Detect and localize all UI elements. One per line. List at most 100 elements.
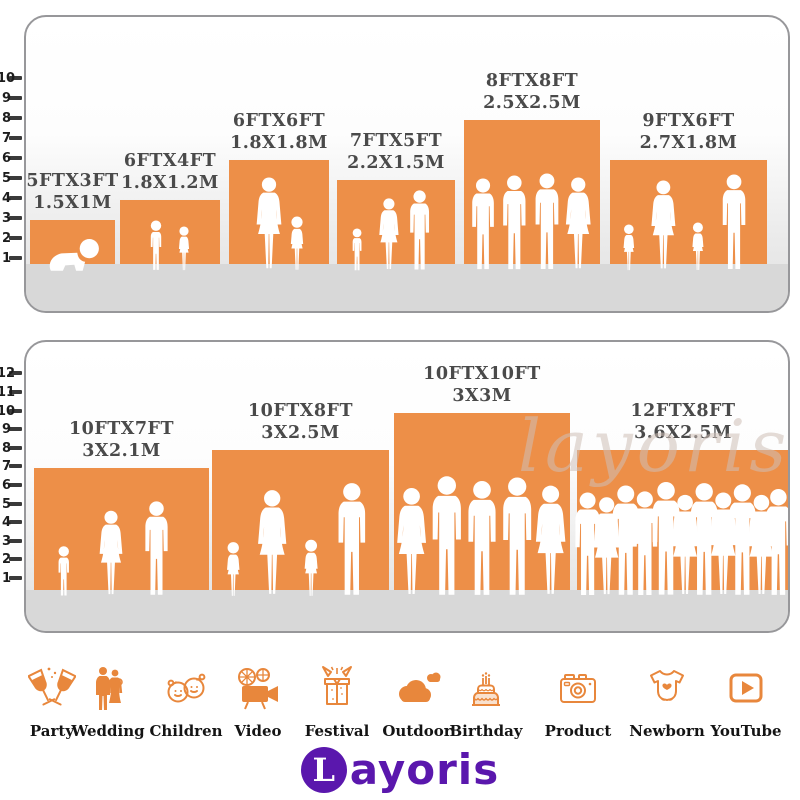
category-label: YouTube <box>710 722 782 740</box>
category-label: Outdoor <box>382 722 452 740</box>
backdrop-size-label: 10FTX10FT 3X3M <box>407 363 557 407</box>
ruler-number: 11 <box>0 385 16 400</box>
festival-icon <box>313 664 361 712</box>
children-icon <box>162 664 210 712</box>
ruler-tick <box>9 236 22 240</box>
ruler-tick <box>9 176 22 180</box>
ruler-number: 9 <box>1 422 11 438</box>
ruler-tick <box>9 408 22 413</box>
ruler-number: 1 <box>1 571 11 586</box>
small-backdrops-panel: 5FTX3FT 1.5X1M 6FTX4FT 1.8X1.2M 6FTX6FT 1.8X1… <box>0 15 790 313</box>
backdrop-size-label: 6FTX4FT 1.8X1.2M <box>95 150 245 194</box>
size-in-feet: 6FTX4FT <box>123 151 217 171</box>
four-adults-silhouette <box>472 173 591 270</box>
medium-backdrops-panel: 10FTX7FT 3X2.1M 10FTX8FT 3X2.5M 10FTX10FT 3X3… <box>0 340 790 633</box>
ruler-number: 4 <box>1 191 11 206</box>
ruler-tick <box>9 445 22 450</box>
category-label: Video <box>234 722 282 740</box>
studio-floor <box>26 264 788 311</box>
backdrop-size-label: 8FTX8FT 2.5X2.5M <box>457 70 607 114</box>
size-in-feet: 12FTX8FT <box>630 400 736 421</box>
ruler-number: 1 <box>1 251 11 266</box>
ruler-tick <box>9 216 22 220</box>
size-in-feet: 10FTX10FT <box>423 363 541 384</box>
boy-and-girl-silhouette <box>150 220 190 271</box>
video-icon <box>234 664 282 712</box>
ruler-number: 2 <box>1 552 11 568</box>
brand-logo: L ayoris <box>0 744 800 796</box>
backdrop-bar-10ftx10ft <box>394 412 570 595</box>
size-in-meters: 1.5X1M <box>33 193 112 213</box>
size-in-feet: 8FTX8FT <box>485 71 579 91</box>
backdrop-size-label: 6FTX6FT 1.8X1.8M <box>204 110 354 154</box>
backdrop-size-label: 12FTX8FT 3.6X2.5M <box>608 400 758 444</box>
youtube-icon <box>722 664 770 712</box>
ruler-tick <box>9 538 22 543</box>
ruler-number: 9 <box>1 91 11 106</box>
size-in-meters: 3X3M <box>452 385 512 406</box>
ruler-tick <box>9 576 22 580</box>
ruler-tick <box>9 196 22 200</box>
category-label: Children <box>149 722 223 740</box>
size-in-feet: 10FTX7FT <box>68 419 174 440</box>
product-icon <box>554 664 602 712</box>
ruler-number: 12 <box>0 366 16 382</box>
family-of-three-silhouette <box>352 190 430 271</box>
ruler-number: 7 <box>1 459 11 475</box>
crowd-silhouette <box>575 481 788 595</box>
ruler-number: 7 <box>1 131 11 146</box>
ruler-number: 8 <box>1 111 11 126</box>
family-of-three-silhouette <box>58 501 168 596</box>
ruler-number: 6 <box>1 151 11 166</box>
category-label: Newborn <box>629 722 705 740</box>
studio-floor <box>26 590 788 631</box>
logo-text: ayoris <box>349 745 500 794</box>
backdrop-size-label: 10FTX7FT 3X2.1M <box>47 418 197 462</box>
birthday-icon <box>462 664 510 712</box>
family-of-four-silhouette <box>623 174 746 271</box>
logo-letter-badge: L <box>300 747 347 793</box>
size-in-feet: 6FTX6FT <box>232 111 326 131</box>
ruler-number: 5 <box>1 171 11 186</box>
size-in-feet: 10FTX8FT <box>247 400 353 421</box>
ruler-tick <box>9 501 22 506</box>
ruler-tick <box>9 557 22 562</box>
ruler-tick <box>9 520 22 525</box>
size-in-meters: 3X2.5M <box>261 422 340 443</box>
backdrop-bar-8ftx8ft <box>464 120 600 270</box>
panel-background: 10FTX7FT 3X2.1M 10FTX8FT 3X2.5M 10FTX10FT 3X3… <box>24 340 790 633</box>
backdrop-size-label: 7FTX5FT 2.2X1.5M <box>321 130 471 174</box>
category-label: Wedding <box>71 722 145 740</box>
backdrop-bar-9ftx6ft <box>610 160 767 271</box>
ruler-number: 2 <box>1 231 11 246</box>
ruler-number: 5 <box>1 496 11 512</box>
ruler-number: 4 <box>1 515 11 531</box>
ruler-number: 3 <box>1 211 11 226</box>
backdrop-bar-6ftx4ft <box>120 200 220 271</box>
newborn-icon <box>643 664 691 712</box>
ruler-number: 6 <box>1 478 11 493</box>
category-label: Party <box>29 722 75 740</box>
ruler-tick <box>9 116 22 120</box>
ruler-number: 3 <box>1 533 11 549</box>
category-label: Birthday <box>449 722 523 740</box>
ruler-tick <box>9 464 22 469</box>
family-of-four-silhouette <box>227 482 366 596</box>
ruler-tick <box>9 390 22 394</box>
size-in-feet: 7FTX5FT <box>349 131 443 151</box>
ruler-tick <box>9 483 22 487</box>
size-in-meters: 1.8X1.8M <box>230 133 328 153</box>
size-in-feet: 9FTX6FT <box>642 111 735 131</box>
ruler-number: 10 <box>0 403 16 419</box>
size-in-meters: 3X2.1M <box>82 441 161 462</box>
backdrop-bar-7ftx5ft <box>337 180 455 271</box>
ruler-number: 10 <box>0 71 16 86</box>
backdrop-bar-6ftx6ft <box>229 160 329 270</box>
category-label: Festival <box>304 722 370 740</box>
ruler-tick <box>9 76 22 80</box>
size-in-meters: 2.2X1.5M <box>347 153 445 173</box>
size-in-meters: 3.6X2.5M <box>634 422 732 443</box>
backdrop-bar-12ftx8ft <box>575 449 788 595</box>
ruler-tick <box>9 136 22 140</box>
